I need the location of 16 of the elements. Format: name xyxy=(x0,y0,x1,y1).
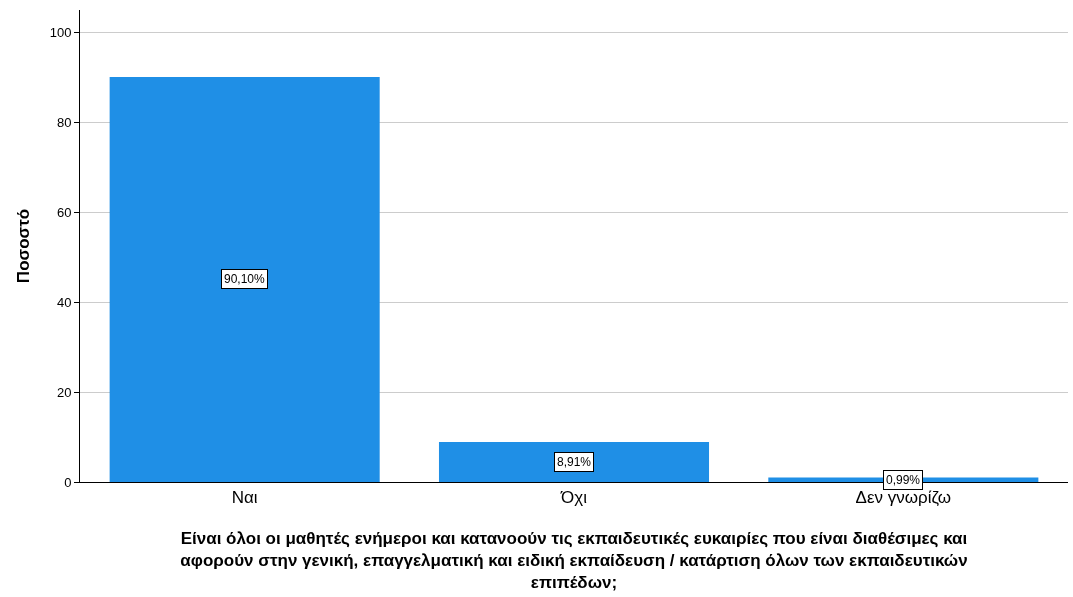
data-label: 90,10% xyxy=(224,272,266,286)
bar xyxy=(109,76,380,482)
x-tick-label: Όχι xyxy=(560,488,588,508)
data-label: 8,91% xyxy=(557,455,592,469)
x-tick-label: Ναι xyxy=(231,488,258,508)
bar xyxy=(438,441,710,482)
y-axis-title: Ποσοστό xyxy=(14,208,34,284)
x-axis-title: Είναι όλοι οι μαθητές ενήμεροι και κατανοούν τις εκπαιδευτικές ευκαιρίες που είναι διαθέσιμες και αφορούν στην γενική, επαγγελματική και ειδική εκπαίδευση / κατάρτιση όλων των εκπαιδευτικών επιπέδων; xyxy=(180,528,968,592)
y-tick-label: 0 xyxy=(64,474,72,490)
y-tick-label: 60 xyxy=(56,204,72,220)
y-tick-label: 100 xyxy=(49,25,72,41)
data-label: 0,99% xyxy=(886,473,921,487)
y-tick-label: 20 xyxy=(56,384,72,400)
y-tick-label: 80 xyxy=(56,114,72,130)
y-tick-label: 40 xyxy=(56,294,72,310)
x-tick-label: Δεν γνωρίζω xyxy=(855,488,952,508)
